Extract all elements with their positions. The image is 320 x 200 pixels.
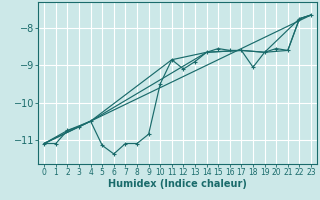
X-axis label: Humidex (Indice chaleur): Humidex (Indice chaleur) bbox=[108, 179, 247, 189]
